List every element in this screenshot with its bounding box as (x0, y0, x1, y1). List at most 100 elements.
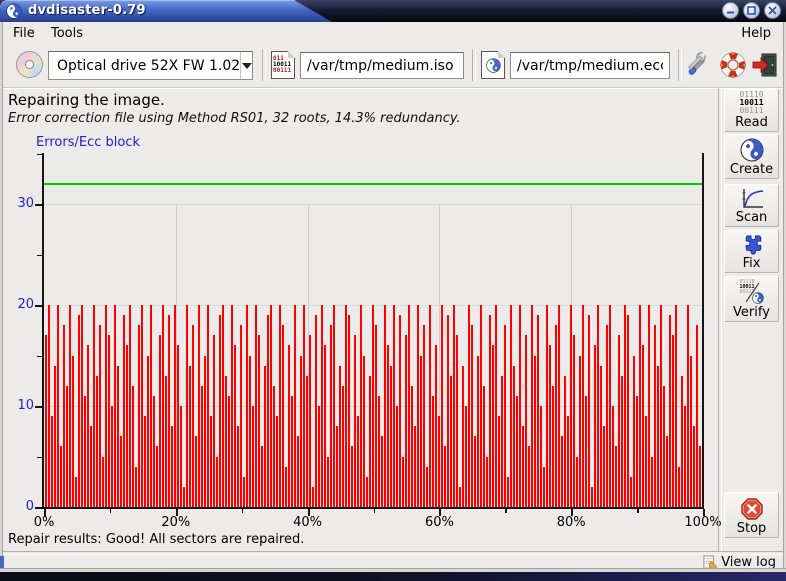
y-minor-tick (37, 153, 42, 155)
error-bar (312, 486, 314, 507)
optical-drive-icon (16, 51, 43, 78)
minimize-button[interactable] (722, 2, 739, 19)
error-bar (408, 305, 410, 507)
x-tick-label: 0% (33, 515, 55, 530)
error-bar (423, 325, 425, 507)
x-tick-label: 60% (424, 515, 454, 530)
drive-selector-arrow[interactable] (240, 52, 252, 79)
error-bar (492, 345, 494, 507)
error-bar (171, 426, 173, 507)
error-bar (552, 385, 554, 507)
error-bar (267, 315, 269, 507)
error-bar (198, 305, 200, 507)
y-minor-tick (37, 456, 42, 458)
error-bar (513, 365, 515, 507)
error-bar (588, 315, 590, 507)
iso-file-icon: 011 10011 00111 (271, 51, 295, 79)
error-bar (60, 446, 62, 507)
error-bar (381, 436, 383, 507)
error-bar (165, 375, 167, 507)
menu-file[interactable]: File (13, 26, 35, 41)
toolbar-separator (472, 49, 476, 81)
quit-door-icon[interactable] (751, 51, 779, 79)
error-bar (441, 305, 443, 507)
error-bar (486, 456, 488, 507)
error-bar (474, 436, 476, 507)
error-bar (537, 315, 539, 507)
maximize-button[interactable] (743, 2, 760, 19)
error-bar (681, 375, 683, 507)
error-bar (342, 385, 344, 507)
error-bar (576, 456, 578, 507)
error-bar (687, 305, 689, 507)
y-tick-label: 0 (25, 499, 34, 514)
menu-help[interactable]: Help (741, 26, 771, 41)
error-bar (129, 305, 131, 507)
error-bar (357, 416, 359, 507)
window-title: dvdisaster-0.79 (28, 3, 146, 18)
doc-fold (498, 51, 505, 58)
error-bar (585, 395, 587, 507)
close-button[interactable] (764, 2, 781, 19)
error-bar (273, 385, 275, 507)
error-bar (93, 305, 95, 507)
window-border-right (783, 22, 786, 571)
verify-button[interactable]: 01110 10011 00111 Verify (724, 276, 779, 322)
error-bar (405, 335, 407, 507)
y-tick-label: 20 (17, 297, 34, 312)
error-bar (321, 305, 323, 507)
error-bar (84, 395, 86, 507)
error-bar (309, 335, 311, 507)
app-logo-icon (6, 3, 22, 19)
error-bar (378, 395, 380, 507)
fix-button[interactable]: Fix (724, 230, 779, 273)
resize-corner[interactable] (0, 556, 4, 572)
error-bar (96, 375, 98, 507)
scan-button[interactable]: Scan (724, 184, 779, 227)
error-bar (345, 305, 347, 507)
titlebar-tab: dvdisaster-0.79 (0, 0, 332, 22)
error-bar (69, 305, 71, 507)
result-message: Repair results: Good! All sectors are re… (8, 532, 305, 547)
menu-tools[interactable]: Tools (51, 26, 84, 41)
error-bar (81, 305, 83, 507)
iso-file-input[interactable] (300, 52, 464, 79)
drive-selector[interactable]: Optical drive 52X FW 1.02 (48, 51, 253, 80)
error-bar (333, 305, 335, 507)
x-gridline (307, 204, 309, 507)
error-bar (504, 325, 506, 507)
error-bar (102, 456, 104, 507)
error-bar (87, 345, 89, 507)
error-bar (546, 305, 548, 507)
error-bar (168, 315, 170, 507)
error-bar (210, 416, 212, 507)
read-button[interactable]: 01110 10011 00111 Read (724, 89, 779, 132)
error-bar (249, 355, 251, 507)
error-bar (108, 335, 110, 507)
toolbar-separator (262, 49, 266, 81)
create-button[interactable]: Create (724, 134, 779, 179)
stop-button[interactable]: Stop (724, 492, 779, 538)
error-bar (696, 325, 698, 507)
error-bar (558, 305, 560, 507)
error-bar (384, 305, 386, 507)
error-bar (117, 365, 119, 507)
doc-fold (288, 51, 295, 58)
status-subline: Error correction file using Method RS01,… (8, 111, 461, 126)
view-log-button[interactable]: View log (703, 555, 776, 570)
error-bar (399, 315, 401, 507)
error-bar (231, 305, 233, 507)
error-bar (72, 355, 74, 507)
verify-icon: 01110 10011 00111 (739, 279, 765, 305)
yin-yang-icon (486, 58, 501, 73)
error-bar (78, 315, 80, 507)
error-bar (246, 305, 248, 507)
preferences-icon[interactable] (687, 51, 715, 79)
error-bar (315, 315, 317, 507)
help-lifesaver-icon[interactable] (719, 51, 747, 79)
progress-cursor-line (702, 153, 704, 507)
ecc-file-input[interactable] (510, 52, 670, 79)
error-bar (489, 315, 491, 507)
error-bar (114, 305, 116, 507)
error-bar (363, 355, 365, 507)
